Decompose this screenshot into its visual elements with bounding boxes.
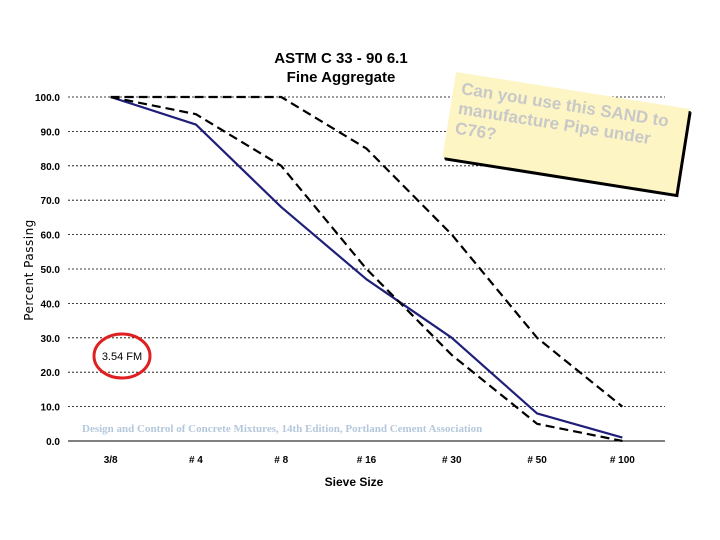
y-tick-label: 20.0 xyxy=(41,368,61,379)
x-tick-label: # 50 xyxy=(527,455,547,466)
chart-title: ASTM C 33 - 90 6.1 xyxy=(274,50,407,67)
x-tick-label: # 100 xyxy=(610,455,635,466)
series-line-3 xyxy=(110,95,623,443)
chart-subtitle: Fine Aggregate xyxy=(287,69,396,86)
y-tick-label: 30.0 xyxy=(41,334,61,345)
y-ticks: 0.0 10.0 20.0 30.0 40.0 50.0 60.0 70.0 80.0 90.0 1… xyxy=(35,93,60,448)
y-tick-label: 0.0 xyxy=(46,437,60,448)
y-tick-label: 80.0 xyxy=(41,162,61,173)
x-tick-label: # 8 xyxy=(274,455,288,466)
y-tick-label: 40.0 xyxy=(41,299,61,310)
x-axis-label: Sieve Size xyxy=(325,475,384,489)
x-tick-label: # 30 xyxy=(442,455,462,466)
x-tick-label: # 4 xyxy=(189,455,203,466)
y-tick-label: 50.0 xyxy=(41,265,61,276)
y-tick-label: 70.0 xyxy=(41,196,61,207)
y-tick-label: 100.0 xyxy=(35,93,60,104)
y-axis-label: Percent Passing xyxy=(22,219,36,321)
fm-circle xyxy=(92,332,152,380)
series xyxy=(110,95,624,443)
source-credit: Design and Control of Concrete Mixtures,… xyxy=(82,423,482,435)
x-tick-label: # 16 xyxy=(357,455,377,466)
y-tick-label: 60.0 xyxy=(41,231,61,242)
fm-label: 3.54 FM xyxy=(102,351,142,363)
series-line-2 xyxy=(110,95,624,408)
x-ticks: 3/8 # 4 # 8 # 16 # 30 # 50 # 100 xyxy=(104,455,636,466)
y-tick-label: 90.0 xyxy=(41,127,61,138)
y-tick-label: 10.0 xyxy=(41,403,61,414)
x-tick-label: 3/8 xyxy=(104,455,118,466)
series-line-1 xyxy=(110,95,623,439)
